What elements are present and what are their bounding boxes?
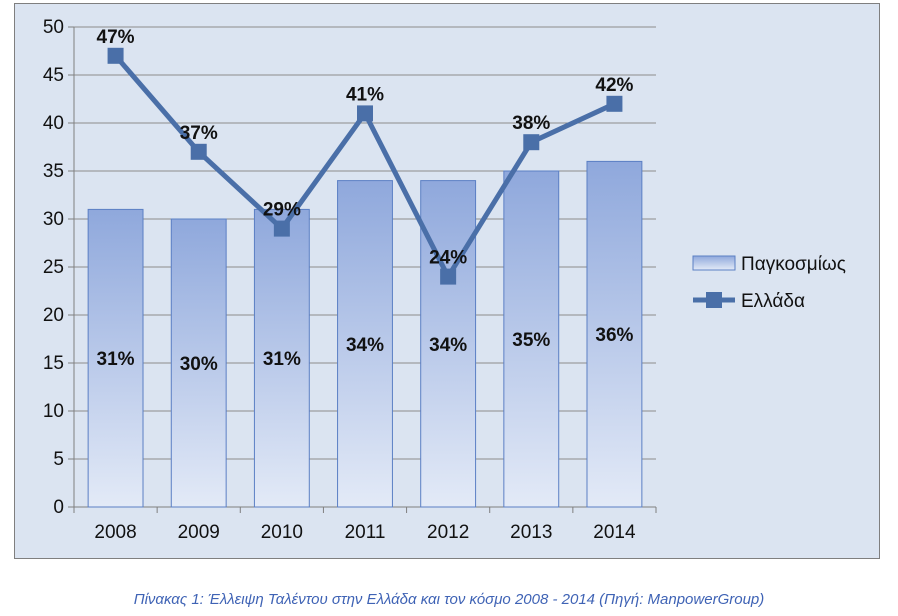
bar-data-label: 30% — [180, 354, 218, 375]
line-data-label: 42% — [595, 75, 633, 96]
chart-frame: 0 5 10 15 20 25 30 35 40 45 50 2008 2009 2010 2011 2012… — [14, 3, 880, 559]
bar — [170, 218, 227, 508]
legend: Παγκοσμίως Ελλάδα — [692, 254, 846, 312]
x-tick-label: 2009 — [178, 522, 220, 543]
x-tick-label: 2011 — [345, 522, 386, 543]
line-marker — [440, 268, 457, 285]
x-tick-label: 2008 — [94, 522, 136, 543]
y-tick-label: 20 — [43, 305, 64, 326]
line-data-label: 41% — [346, 84, 384, 105]
x-tick-label: 2012 — [427, 522, 469, 543]
legend-label-bar: Παγκοσμίως — [741, 254, 846, 275]
line-data-label: 37% — [180, 123, 218, 144]
line-marker — [523, 134, 540, 151]
x-tick-label: 2014 — [593, 522, 636, 543]
chart-caption: Πίνακας 1: Έλλειψη Ταλέντου στην Ελλάδα … — [133, 591, 765, 608]
bar — [87, 208, 144, 508]
y-tick-label: 5 — [53, 449, 64, 470]
line-marker — [357, 105, 373, 122]
legend-label-line: Ελλάδα — [741, 291, 805, 312]
bar-data-label: 31% — [97, 349, 135, 370]
y-tick-label: 0 — [53, 497, 64, 518]
y-tick-label: 10 — [43, 401, 64, 422]
legend-line-marker — [706, 292, 722, 308]
bar — [420, 180, 477, 508]
x-tick-label: 2013 — [510, 522, 552, 543]
line-series — [107, 47, 623, 285]
bar — [253, 208, 310, 508]
bar-data-label: 31% — [263, 349, 301, 370]
line-marker — [606, 95, 623, 112]
y-tick-label: 30 — [43, 209, 64, 230]
x-tick-label: 2010 — [261, 522, 303, 543]
line-marker — [107, 47, 124, 64]
line-data-label: 24% — [429, 248, 467, 269]
data-labels: 31% 30% 31% 34% 34% 35% 36% 47% 37% 29% 41% 24% 38% 4… — [97, 27, 634, 375]
y-tick-label: 25 — [43, 257, 64, 278]
line-data-label: 38% — [512, 113, 550, 134]
bar — [337, 180, 393, 508]
bar-data-label: 35% — [512, 330, 550, 351]
combo-chart: 0 5 10 15 20 25 30 35 40 45 50 2008 2009 2010 2011 2012… — [43, 17, 846, 543]
y-tick-label: 45 — [43, 65, 64, 86]
bar-data-label: 34% — [346, 335, 384, 356]
line-data-label: 47% — [97, 27, 135, 48]
bar — [586, 160, 643, 508]
y-tick-label: 15 — [43, 353, 64, 374]
y-tick-label: 50 — [43, 17, 64, 38]
bar-series — [87, 160, 643, 508]
legend-bar-swatch — [692, 255, 736, 271]
y-tick-label: 40 — [43, 113, 64, 134]
bar-data-label: 34% — [429, 335, 467, 356]
line-marker — [273, 220, 290, 237]
y-tick-label: 35 — [43, 161, 64, 182]
bar — [503, 170, 560, 508]
line-marker — [190, 143, 207, 160]
bar-data-label: 36% — [595, 325, 633, 346]
line-data-label: 29% — [263, 200, 301, 221]
